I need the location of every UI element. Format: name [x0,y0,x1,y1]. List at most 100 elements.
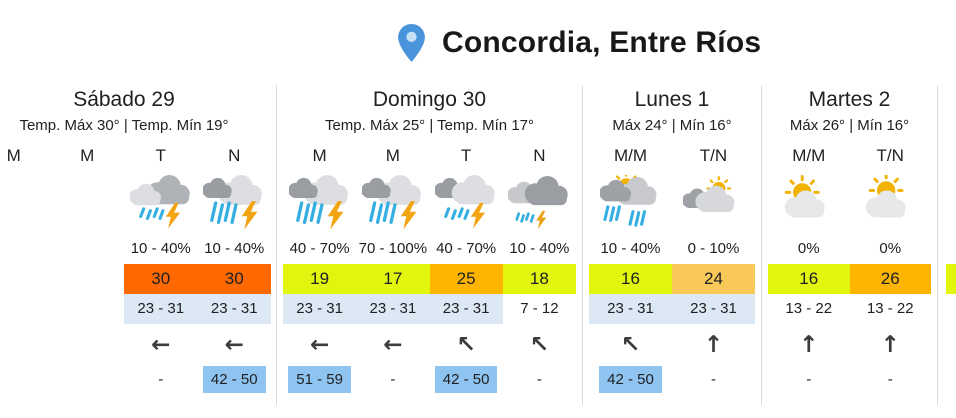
wind-direction-arrow: ← [309,332,330,358]
precip-probability: 0% [797,240,820,257]
period-label: M/M [613,146,648,165]
wind-direction-arrow [51,324,125,366]
icon-cell [672,170,755,236]
icon-cell [430,170,503,236]
day-temp-summary: Máx 26° | Mín 16° [789,117,910,134]
temp-range: 23 - 31 [197,294,271,324]
day-temp-summary: Temp. Máx 30° | Temp. Mín 19° [19,117,229,134]
storm-drizzle-lightning-icon [508,175,569,230]
precip-probability: 10 - 40% [130,240,191,257]
slot-sabado-n: N 10 - 40% 30 23 - 31 ← 4 [197,140,271,402]
precip-probability [51,236,125,264]
icon-cell [124,170,198,236]
storm-heavy-rain-lightning-icon [203,175,263,230]
temp-value: 26 [849,264,931,294]
temp-value: 30 [197,264,271,294]
wind-gust-value [67,366,107,372]
sun-behind-clouds-icon [682,176,734,213]
temp-value-sliver [946,264,956,294]
temp-value [51,264,125,294]
period-label: T/N [876,146,904,165]
temp-range [0,294,51,324]
temp-range: 7 - 12 [520,300,559,317]
temp-value: 30 [124,264,198,294]
temp-range [51,294,125,324]
slot-domingo-n: N 10 - 40% 18 7 - 12 ↖ - [502,140,576,402]
sun-clouds-rain-icon [599,175,656,227]
icon-cell [283,170,356,236]
wind-gust-value [0,366,34,372]
icon-cell [503,170,576,236]
precip-probability: 10 - 40% [204,240,265,257]
day-name: Domingo 30 [372,88,487,111]
wind-direction-arrow: ↖ [529,332,550,358]
temp-value: 19 [283,264,357,294]
wind-gust-value: - [887,371,893,388]
period-label: N [228,146,241,165]
location-pin-icon [398,23,425,62]
precip-probability: 70 - 100% [358,240,428,257]
day-temp-summary: Máx 24° | Mín 16° [612,117,732,134]
wind-direction-arrow: ↖ [456,332,476,358]
temp-range: 23 - 31 [283,294,357,324]
temp-range: 13 - 22 [866,300,914,317]
sun-cloud-icon [784,175,825,218]
slot-domingo-m1: M 40 - 70% 19 23 - 31 ← 5 [283,140,357,402]
slot-martes-tn: T/N 0% 26 13 - 22 ↑ - [849,140,932,402]
precip-probability: 0 - 10% [687,240,740,257]
wind-direction-arrow: ↑ [703,332,724,358]
wind-gust-value: - [390,371,396,388]
wind-direction-arrow: ↖ [620,332,641,358]
temp-value: 16 [589,264,672,294]
wind-direction-arrow [0,324,51,366]
icon-cell [356,170,429,236]
period-label: M [6,146,21,165]
page-title: Concordia, Entre Ríos [442,25,762,59]
day-column-martes[interactable]: Martes 2 Máx 26° | Mín 16° M/M 0% 16 13 … [762,85,938,405]
day-name: Martes 2 [808,88,891,111]
day-column-lunes[interactable]: Lunes 1 Máx 24° | Mín 16° M/M [583,85,762,405]
location-header: Concordia, Entre Ríos [0,0,956,85]
slot-domingo-t: T 40 - 70% 25 23 - 31 ↖ 4 [429,140,503,402]
slot-lunes-tn: T/N 0 - 10% 24 23 - 31 ↑ - [672,140,755,402]
wind-gust-value: - [536,371,542,388]
precip-probability: 40 - 70% [289,240,350,257]
temp-range: 23 - 31 [124,294,198,324]
day-column-sabado[interactable]: Sábado 29 Temp. Máx 30° | Temp. Mín 19° … [0,85,277,405]
wind-gust-value: 42 - 50 [599,366,662,393]
precip-probability [0,236,51,264]
day-column-domingo[interactable]: Domingo 30 Temp. Máx 25° | Temp. Mín 17°… [277,85,583,405]
storm-heavy-rain-lightning-icon [361,175,421,230]
slot-domingo-m2: M 70 - 100% 17 23 - 31 ← [356,140,430,402]
period-label: T [155,146,166,165]
temp-value: 16 [768,264,850,294]
wind-gust-value: - [806,371,812,388]
temp-range: 23 - 31 [356,294,430,324]
period-label: M [312,146,327,165]
wind-gust-value: - [711,371,716,388]
temp-value: 25 [429,264,503,294]
day-name: Lunes 1 [634,88,710,111]
period-label: M/M [792,146,826,165]
temp-value: 24 [672,264,755,294]
storm-rain-lightning-icon [129,175,190,229]
icon-cell [768,170,850,236]
slot-sabado-t: T 10 - 40% 30 23 - 31 ← - [124,140,198,402]
period-label: N [533,146,546,165]
day-temp-summary: Temp. Máx 25° | Temp. Mín 17° [324,117,535,134]
icon-cell [850,170,932,236]
icon-cell [589,170,672,236]
wind-gust-value: 51 - 59 [288,366,351,393]
day-column-next-sliver[interactable] [938,85,956,405]
sun-cloud-icon [866,175,906,218]
day-name: Sábado 29 [73,88,175,111]
wind-gust-value: - [158,371,164,388]
temp-range: 23 - 31 [429,294,503,324]
icon-cell-empty [51,170,125,236]
slot-martes-mm: M/M 0% 16 13 - 22 ↑ - [768,140,850,402]
period-label: M [385,146,400,165]
wind-direction-arrow: ← [151,332,171,358]
temp-value: 18 [502,264,576,294]
temp-value [0,264,51,294]
wind-direction-arrow: ↑ [880,332,900,358]
